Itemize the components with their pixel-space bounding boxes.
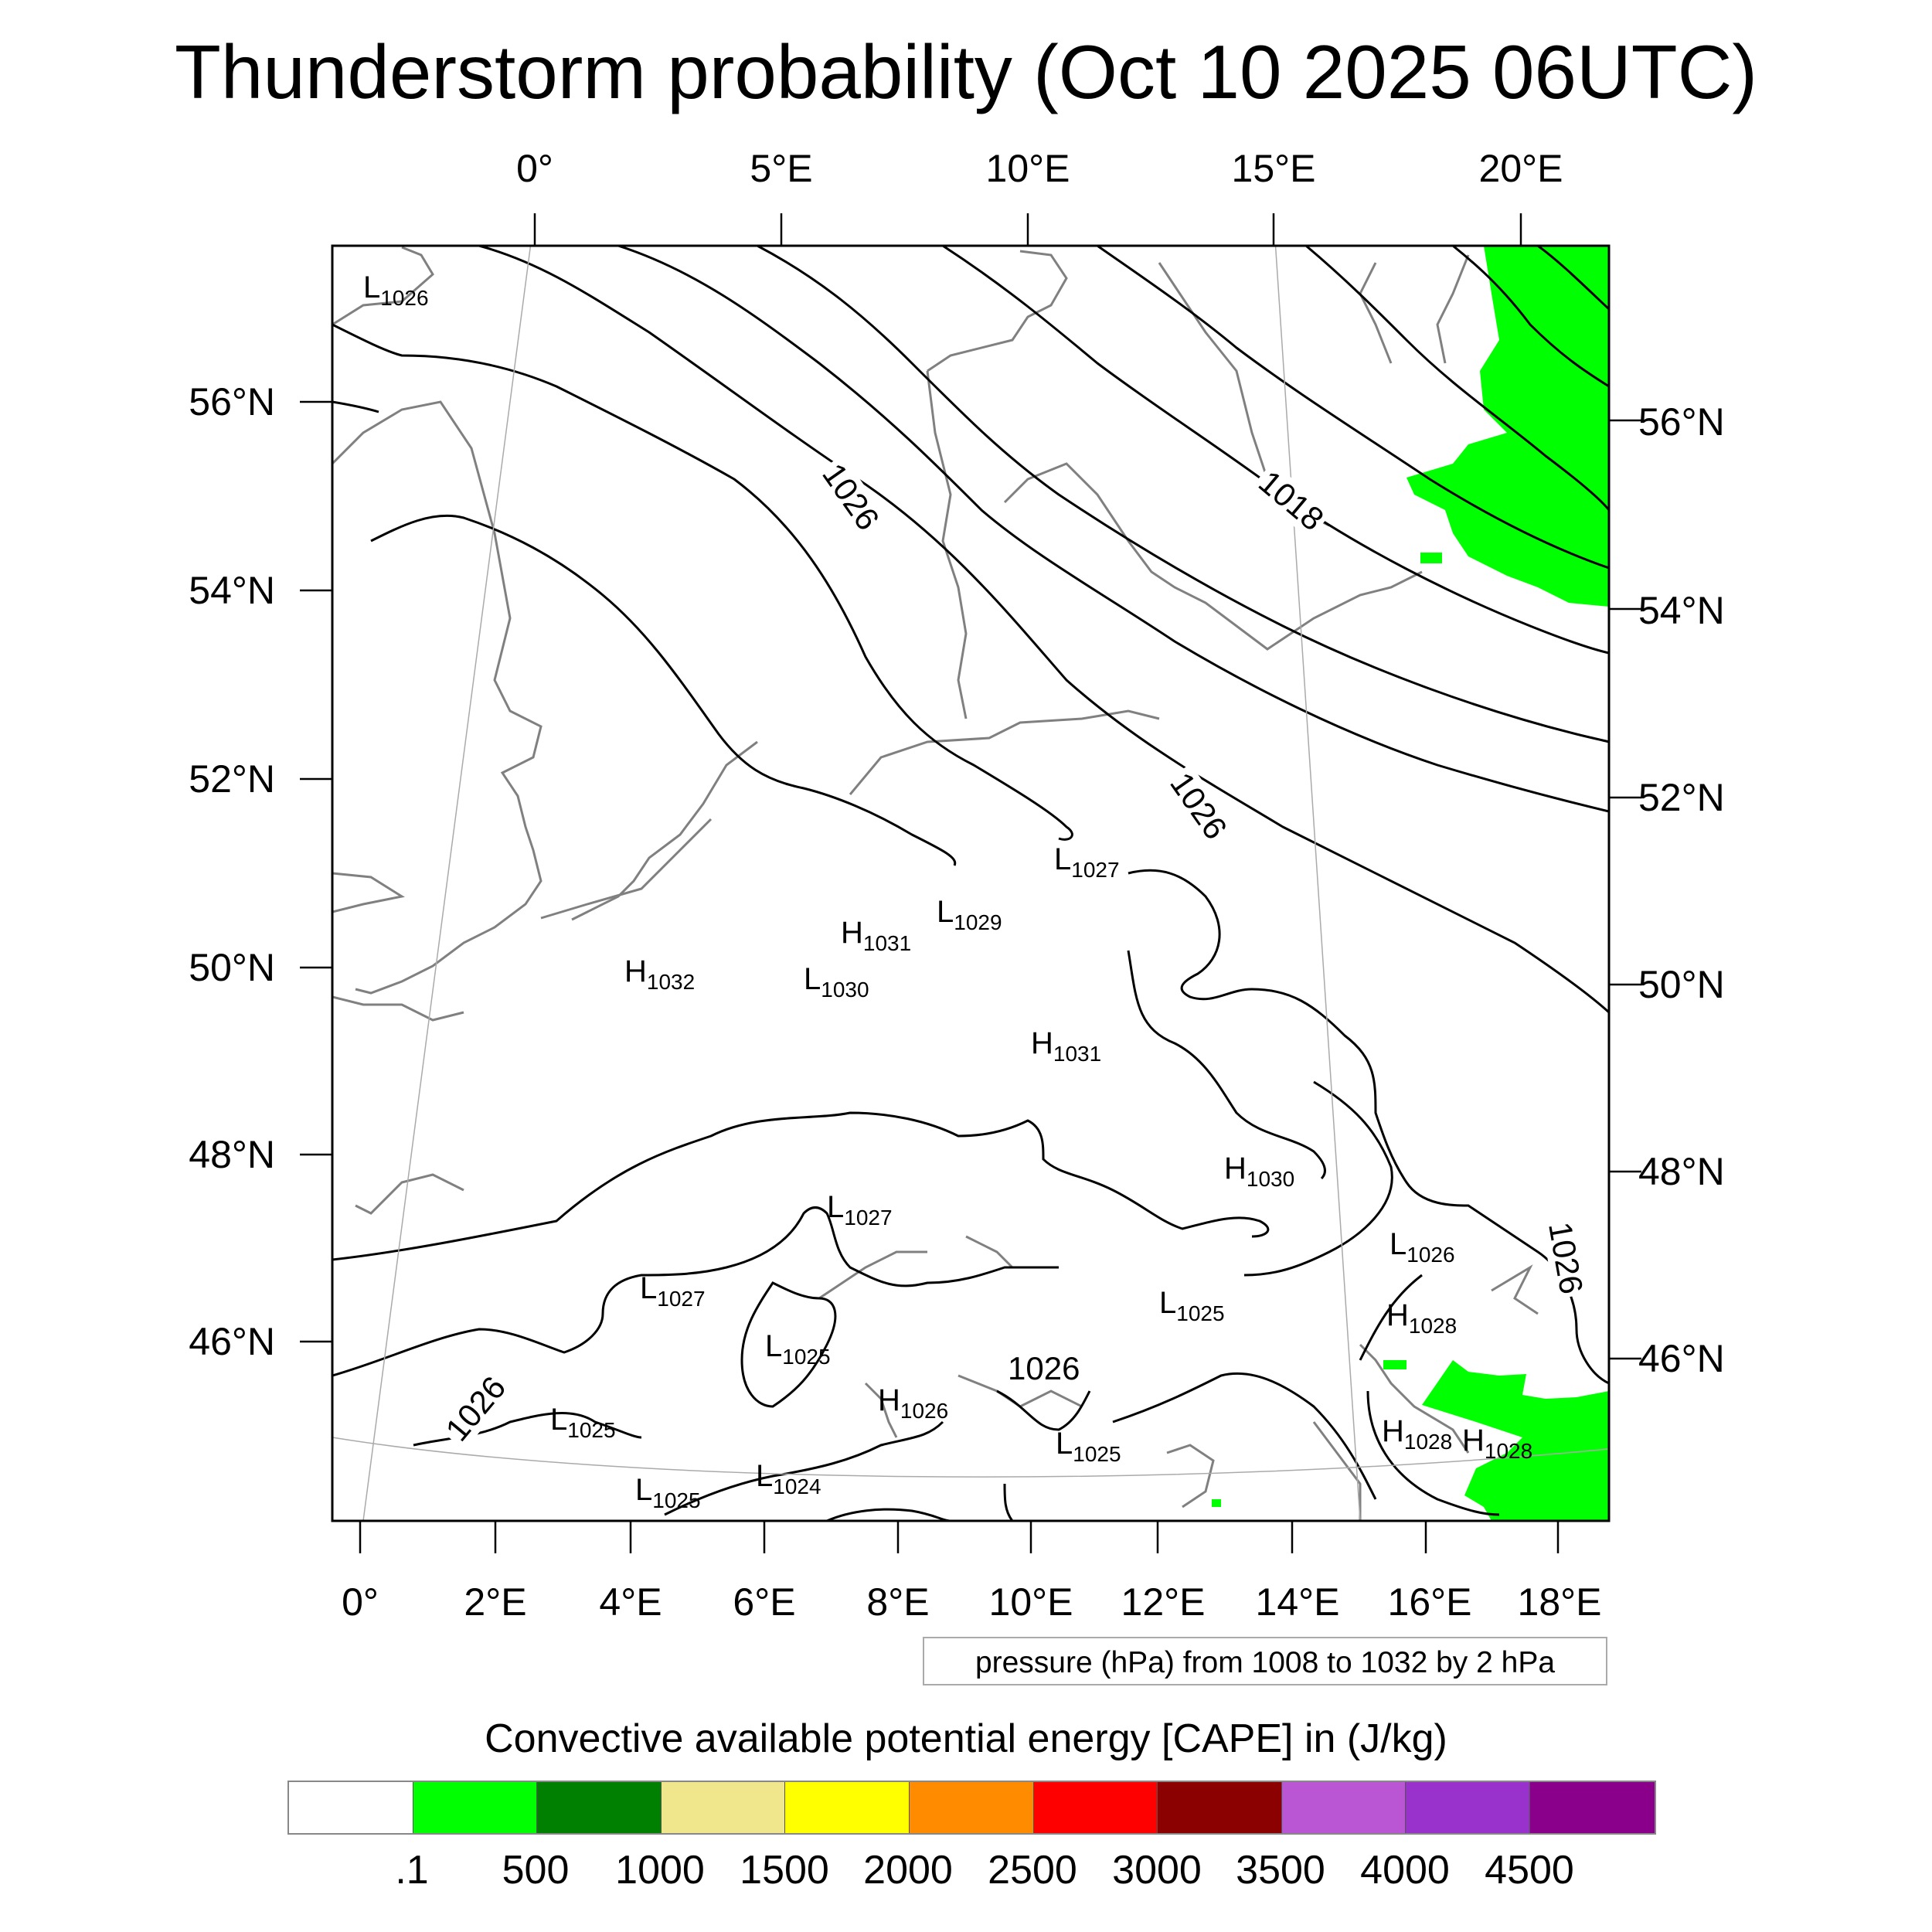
- pressure-center: L1030: [804, 962, 869, 1002]
- right-lat-label: 50°N: [1638, 963, 1725, 1006]
- pressure-center: H1031: [1031, 1026, 1102, 1066]
- pressure-center: L1029: [937, 895, 1002, 934]
- colorbar-label: .1: [395, 1848, 429, 1893]
- colorbar-title: Convective available potential energy [C…: [485, 1716, 1447, 1761]
- top-lon-label: 0°: [516, 147, 553, 190]
- bottom-lon-label: 2°E: [464, 1580, 527, 1624]
- colorbar-swatch: [1281, 1782, 1406, 1833]
- top-lon-label: 10°E: [985, 147, 1070, 190]
- bottom-lon-label: 8°E: [866, 1580, 930, 1624]
- bottom-lon-label: 4°E: [599, 1580, 662, 1624]
- left-lat-label: 46°N: [189, 1320, 275, 1363]
- bottom-lon-label: 16°E: [1387, 1580, 1472, 1624]
- bottom-lon-label: 6°E: [733, 1580, 796, 1624]
- pressure-center: L1026: [1389, 1227, 1455, 1267]
- left-lat-label: 52°N: [189, 757, 275, 801]
- colorbar-swatch: [289, 1782, 413, 1833]
- bottom-lon-label: 12°E: [1121, 1580, 1206, 1624]
- right-lat-label: 52°N: [1638, 776, 1725, 819]
- right-lat-label: 48°N: [1638, 1150, 1725, 1193]
- left-lat-label: 50°N: [189, 946, 275, 989]
- colorbar-label: 1000: [615, 1848, 705, 1893]
- pressure-center: H1030: [1224, 1151, 1295, 1191]
- colorbar-label: 4500: [1485, 1848, 1574, 1893]
- colorbar-swatch: [661, 1782, 786, 1833]
- pressure-center: L1027: [827, 1190, 893, 1230]
- pressure-center: L1027: [1054, 842, 1120, 882]
- colorbar-label: 2500: [988, 1848, 1077, 1893]
- colorbar-label: 1500: [740, 1848, 829, 1893]
- colorbar-swatch: [1406, 1782, 1530, 1833]
- colorbar-label: 4000: [1360, 1848, 1450, 1893]
- left-lat-label: 54°N: [189, 569, 275, 612]
- pressure-center: L1025: [550, 1403, 616, 1442]
- cape-spot-a: [1383, 1360, 1406, 1369]
- left-lat-label: 48°N: [189, 1133, 275, 1176]
- bottom-lon-label: 0°: [342, 1580, 379, 1624]
- colorbar-swatch: [1529, 1782, 1655, 1833]
- colorbar-label: 2000: [863, 1848, 953, 1893]
- colorbar-swatch: [785, 1782, 910, 1833]
- map-frame: [331, 244, 1611, 1522]
- top-lon-label: 20°E: [1478, 147, 1563, 190]
- contour-label: 1026: [1005, 1351, 1083, 1386]
- bottom-lon-label: 18°E: [1517, 1580, 1602, 1624]
- colorbar-label: 3500: [1236, 1848, 1325, 1893]
- pressure-center: L1025: [635, 1473, 701, 1512]
- colorbar-label: 3000: [1112, 1848, 1202, 1893]
- colorbar-swatch: [909, 1782, 1034, 1833]
- pressure-center: L1025: [765, 1329, 831, 1369]
- colorbar-swatch: [413, 1782, 538, 1833]
- colorbar-swatch: [537, 1782, 662, 1833]
- bottom-lon-label: 10°E: [988, 1580, 1073, 1624]
- axis-ticks: [300, 213, 1641, 1553]
- cape-spot-b: [1212, 1499, 1221, 1507]
- top-lon-label: 5°E: [750, 147, 813, 190]
- colorbar: [287, 1781, 1656, 1835]
- pressure-center: H1028: [1462, 1423, 1533, 1463]
- pressure-center: H1028: [1386, 1298, 1458, 1338]
- top-lon-label: 15°E: [1231, 147, 1316, 190]
- cape-spot-c: [1420, 553, 1442, 563]
- contour-info-box: pressure (hPa) from 1008 to 1032 by 2 hP…: [923, 1637, 1607, 1685]
- right-lat-label: 56°N: [1638, 400, 1725, 444]
- pressure-center: L1025: [1056, 1427, 1121, 1466]
- right-lat-label: 54°N: [1638, 589, 1725, 632]
- pressure-center: H1026: [878, 1383, 949, 1423]
- pressure-center: H1028: [1382, 1414, 1453, 1454]
- isobars: [332, 246, 1609, 1521]
- pressure-center: L1024: [756, 1459, 821, 1498]
- right-lat-label: 46°N: [1638, 1337, 1725, 1380]
- coastlines: [332, 246, 1539, 1521]
- left-lat-label: 56°N: [189, 380, 275, 423]
- pressure-center: H1032: [624, 954, 696, 994]
- bottom-lon-label: 14°E: [1255, 1580, 1340, 1624]
- pressure-center: L1027: [640, 1271, 706, 1311]
- pressure-center: H1031: [841, 916, 912, 955]
- colorbar-swatch: [1033, 1782, 1158, 1833]
- map-title: Thunderstorm probability (Oct 10 2025 06…: [175, 29, 1757, 114]
- pressure-center: L1025: [1159, 1286, 1225, 1325]
- colorbar-swatch: [1158, 1782, 1282, 1833]
- colorbar-label: 500: [502, 1848, 570, 1893]
- cape-area-southeast: [1422, 1360, 1609, 1521]
- pressure-center: L1026: [363, 270, 429, 310]
- graticule: [332, 246, 1609, 1521]
